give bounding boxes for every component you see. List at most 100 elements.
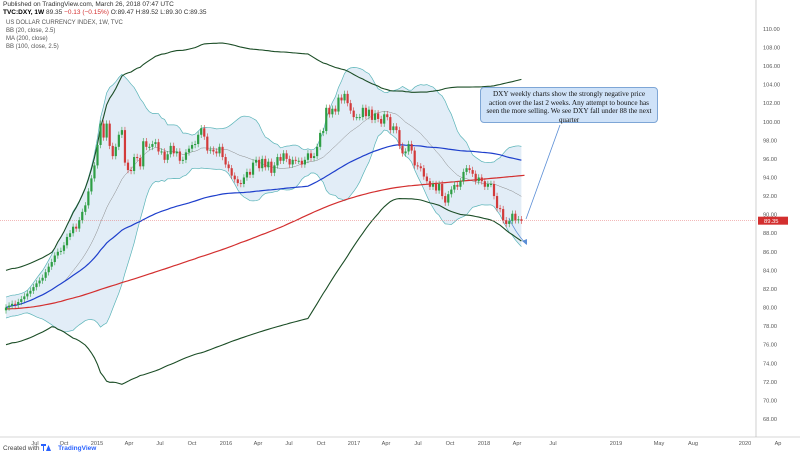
candle-body xyxy=(407,144,410,152)
candle-body xyxy=(108,123,111,146)
candle-body xyxy=(163,151,166,160)
x-tick-label: 2016 xyxy=(220,441,232,447)
candle-body xyxy=(227,164,230,169)
x-tick-label: Jul xyxy=(156,441,163,447)
published-line: Published on TradingView.com, March 26, … xyxy=(3,1,174,8)
candle-body xyxy=(50,262,53,267)
tradingview-brand[interactable]: TradingView xyxy=(58,445,97,453)
candle-body xyxy=(123,130,127,163)
candle-body xyxy=(328,107,331,115)
legend-instrument[interactable]: US DOLLAR CURRENCY INDEX, 1W, TVC xyxy=(6,20,123,26)
callout-pointer xyxy=(525,124,561,220)
candle-body xyxy=(306,153,310,160)
candle-body xyxy=(514,213,517,221)
candle-body xyxy=(169,145,172,155)
candle-body xyxy=(133,157,136,171)
candle-body xyxy=(93,165,96,179)
candle-body xyxy=(255,159,258,163)
candle-body xyxy=(81,211,84,221)
high-value: H:89.52 xyxy=(135,9,159,16)
forecast-arrowhead xyxy=(522,239,527,245)
candle-body xyxy=(203,128,206,137)
candle-body xyxy=(4,307,8,311)
candle-body xyxy=(431,183,435,187)
y-tick-label: 74.00 xyxy=(763,361,777,367)
y-tick-label: 96.00 xyxy=(763,157,777,163)
candle-body xyxy=(212,149,215,152)
x-tick-label: Oct xyxy=(446,441,455,447)
candle-body xyxy=(120,130,123,135)
candle-body xyxy=(35,283,38,288)
bb20-basis-line xyxy=(5,110,522,308)
candle-body xyxy=(264,158,267,168)
last-price-label: 89.35 xyxy=(764,219,779,225)
created-with-label: Created with xyxy=(3,445,40,453)
candle-body xyxy=(297,160,300,162)
candle-body xyxy=(160,151,163,153)
candle-body xyxy=(380,118,383,124)
candle-body xyxy=(221,146,224,158)
candle-body xyxy=(413,150,416,166)
candle-body xyxy=(483,181,486,187)
symbol-label[interactable]: TVC:DXY, 1W xyxy=(3,9,45,16)
candle-body xyxy=(102,123,105,138)
y-tick-label: 100.00 xyxy=(763,120,780,126)
candle-body xyxy=(303,159,306,165)
bb100-upper-line xyxy=(5,42,522,271)
y-tick-label: 68.00 xyxy=(763,417,777,423)
x-tick-label: 2015 xyxy=(91,441,103,447)
candle-body xyxy=(230,168,233,176)
candle-body xyxy=(111,145,114,157)
candle-body xyxy=(267,161,270,168)
y-tick-label: 102.00 xyxy=(763,101,780,107)
candle-body xyxy=(44,272,47,278)
legend-bb20[interactable]: BB (20, close, 2.5) xyxy=(6,28,56,34)
x-tick-label: Apr xyxy=(125,441,134,447)
candle-body xyxy=(300,160,303,165)
annotation-callout[interactable]: DXY weekly charts show the strongly nega… xyxy=(480,87,658,124)
candle-body xyxy=(474,173,477,182)
candle-body xyxy=(258,159,261,169)
candle-body xyxy=(520,219,523,221)
candle-body xyxy=(273,165,276,173)
candle-body xyxy=(209,149,212,151)
candle-body xyxy=(422,168,425,177)
candle-body xyxy=(505,220,508,224)
candle-body xyxy=(62,245,66,251)
candle-body xyxy=(282,153,285,161)
change-value: −0.13 (−0.15%) xyxy=(64,9,109,16)
candle-body xyxy=(468,168,471,171)
candle-body xyxy=(364,107,367,117)
candle-body xyxy=(453,184,456,190)
candle-body xyxy=(7,305,11,308)
candle-body xyxy=(462,171,465,182)
candle-body xyxy=(477,177,480,182)
candle-body xyxy=(447,194,450,203)
candle-body xyxy=(331,108,334,115)
legend-ma200[interactable]: MA (200, close) xyxy=(6,36,48,42)
candle-body xyxy=(508,221,511,224)
candle-body xyxy=(139,157,142,167)
candle-body xyxy=(248,171,252,175)
candle-body xyxy=(377,113,380,119)
candle-body xyxy=(245,171,249,178)
candle-body xyxy=(279,157,282,161)
y-tick-label: 86.00 xyxy=(763,250,777,256)
candle-body xyxy=(499,208,502,210)
y-tick-label: 106.00 xyxy=(763,64,780,70)
candle-body xyxy=(261,158,264,169)
candle-body xyxy=(495,196,499,209)
candle-body xyxy=(343,93,346,101)
candle-body xyxy=(352,110,355,118)
legend-bb100[interactable]: BB (100, close, 2.5) xyxy=(6,44,59,50)
candle-body xyxy=(389,117,392,131)
candle-body xyxy=(65,236,69,246)
candle-body xyxy=(511,213,514,222)
candle-body xyxy=(184,152,188,160)
y-tick-label: 98.00 xyxy=(763,138,777,144)
candle-body xyxy=(218,146,221,154)
footer: Created with TradingView xyxy=(3,444,96,453)
candle-body xyxy=(334,108,337,112)
